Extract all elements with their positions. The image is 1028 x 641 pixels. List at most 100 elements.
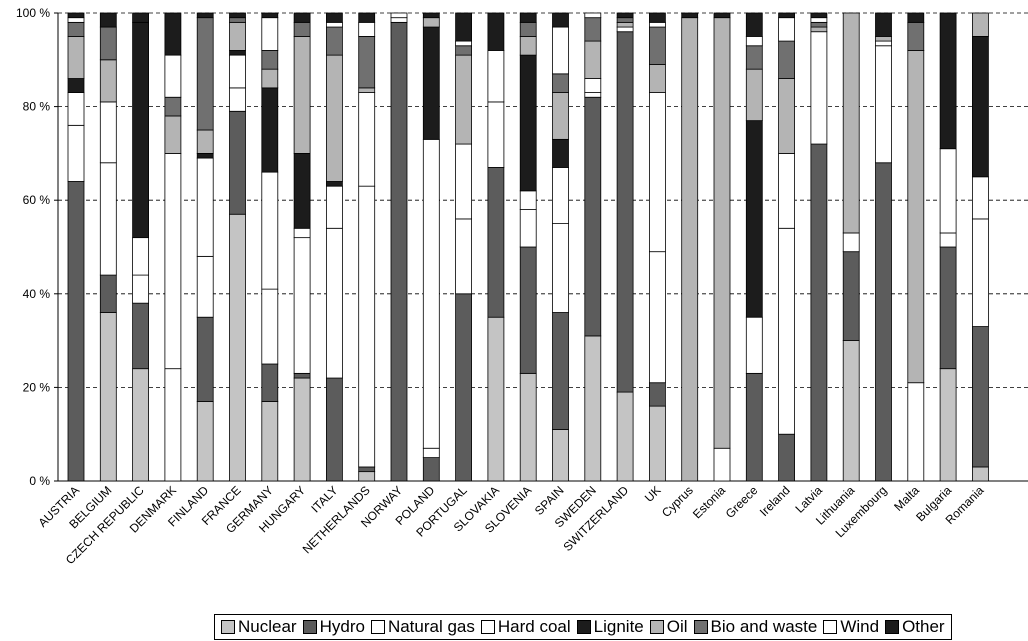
bar-segment xyxy=(907,50,925,384)
bar-segment xyxy=(778,78,795,154)
bar-segment xyxy=(907,12,925,23)
bar-segment xyxy=(293,227,311,239)
x-tick-label: Greece xyxy=(723,483,761,521)
bar-segment xyxy=(552,138,569,168)
bar-segment xyxy=(422,447,440,458)
bar-segment xyxy=(649,382,666,407)
bar-segment xyxy=(455,293,473,482)
bar-segment xyxy=(132,237,150,276)
bar-segment xyxy=(293,237,311,374)
bar-segment xyxy=(552,73,569,93)
y-tick-label: 40 % xyxy=(23,287,51,301)
legend-item: Lignite xyxy=(576,617,644,637)
legend-label: Lignite xyxy=(593,617,644,636)
bar-segment xyxy=(261,401,279,482)
bar-segment xyxy=(745,120,763,318)
bar-segment xyxy=(196,401,214,482)
bar-segment xyxy=(972,36,989,178)
bar-segment xyxy=(229,87,246,112)
bar-segment xyxy=(229,213,246,482)
bar-segment xyxy=(745,45,763,70)
bar-segment xyxy=(842,251,860,341)
legend-label: Natural gas xyxy=(387,617,475,636)
bar-segment xyxy=(649,405,666,482)
bar-segment xyxy=(649,21,666,28)
bar-segment xyxy=(649,26,666,65)
bar-segment xyxy=(810,143,828,482)
bar-segment xyxy=(293,21,311,37)
bar-segment xyxy=(196,12,214,19)
bar-segment xyxy=(455,40,473,47)
bar-segment xyxy=(67,181,85,482)
bar-segment xyxy=(196,255,214,318)
bar-segment xyxy=(584,17,602,42)
bar-segment xyxy=(745,68,763,122)
bar-segment xyxy=(358,466,376,473)
bar-segment xyxy=(455,218,473,295)
bar-segment xyxy=(907,21,925,51)
bar-segment xyxy=(681,12,699,19)
bar-segment xyxy=(325,21,343,28)
bar-segment xyxy=(552,26,569,75)
x-tick-label: Estonia xyxy=(690,483,728,521)
legend-label: Bio and waste xyxy=(710,617,818,636)
bar-segment xyxy=(164,115,182,154)
bar-segment xyxy=(810,17,828,23)
bar-segment xyxy=(261,87,279,173)
bar-segment xyxy=(713,447,731,482)
bar-segment xyxy=(132,274,150,304)
bar-segment xyxy=(358,471,376,482)
bar-segment xyxy=(325,377,343,482)
bar-segment xyxy=(972,12,989,37)
bar-segment xyxy=(939,368,957,482)
bar-segment xyxy=(229,54,246,89)
bar-segment xyxy=(875,36,892,42)
bar-segment xyxy=(519,372,537,482)
y-tick-label: 100 % xyxy=(16,6,50,20)
bar-segment xyxy=(358,12,376,23)
bar-segment xyxy=(261,171,279,290)
legend-item: Hydro xyxy=(302,617,365,637)
bar-segment xyxy=(972,176,989,220)
legend-label: Wind xyxy=(840,617,880,636)
legend-item: Oil xyxy=(649,617,688,637)
bar-segment xyxy=(519,21,537,37)
bar-segment xyxy=(67,12,85,19)
y-tick-label: 20 % xyxy=(23,380,51,394)
bar-segment xyxy=(196,17,214,131)
legend-swatch xyxy=(370,620,385,634)
bar-segment xyxy=(390,17,408,23)
bar-segment xyxy=(875,45,892,164)
bar-segment xyxy=(229,17,246,23)
bar-segment xyxy=(99,12,117,28)
bar-segment xyxy=(196,157,214,257)
bar-segment xyxy=(422,12,440,19)
legend-swatch xyxy=(693,620,708,634)
bar-segment xyxy=(293,36,311,154)
bar-segment xyxy=(939,12,957,150)
bar-segment xyxy=(552,92,569,140)
bar-segment xyxy=(99,162,117,276)
bar-segment xyxy=(519,246,537,374)
bar-segment xyxy=(552,312,569,430)
x-tick-label: Cyprus xyxy=(659,483,696,520)
bar-segment xyxy=(67,17,85,23)
bar-segment xyxy=(616,21,634,28)
bar-segment xyxy=(325,185,343,229)
y-tick-label: 60 % xyxy=(23,193,51,207)
bar-segment xyxy=(972,326,989,468)
bar-segment xyxy=(67,21,85,37)
bar-segment xyxy=(455,45,473,56)
legend-swatch xyxy=(885,620,900,634)
bar-segment xyxy=(810,12,828,19)
bar-segment xyxy=(325,26,343,56)
bar-segment xyxy=(939,246,957,370)
bar-segment xyxy=(584,335,602,482)
bar-segment xyxy=(99,59,117,103)
bar-segment xyxy=(229,110,246,215)
bar-segment xyxy=(810,21,828,28)
y-tick-label: 0 % xyxy=(29,474,50,488)
bar-segment xyxy=(972,218,989,327)
legend-item: Bio and waste xyxy=(693,617,818,637)
